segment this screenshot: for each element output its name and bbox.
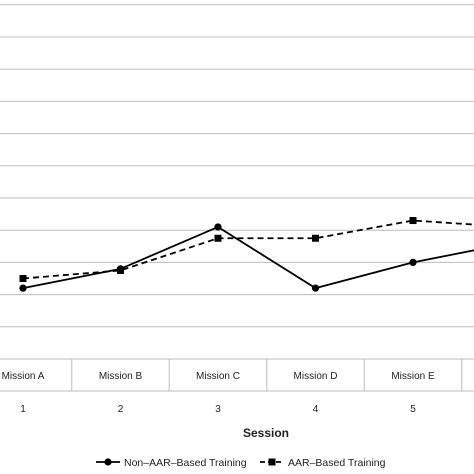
data-point [409, 217, 417, 225]
legend-item: Non–AAR–Based Training [96, 457, 247, 469]
data-point [214, 223, 222, 231]
series-line [22, 219, 474, 280]
x-tick-label: 1 [20, 404, 26, 415]
data-point [19, 275, 27, 282]
x-tick-label: 4 [313, 404, 319, 415]
legend-label: Non–AAR–Based Training [124, 457, 247, 469]
series-lines [19, 217, 474, 292]
x-tick-label: 5 [410, 404, 416, 415]
series-line [22, 225, 474, 290]
data-point [117, 266, 124, 274]
category-label: Mission C [196, 371, 240, 382]
x-tick-labels: 1 2 3 4 5 [20, 404, 416, 415]
legend-item: AAR–Based Training [260, 457, 386, 469]
category-label: Mission B [99, 371, 143, 382]
legend: Non–AAR–Based Training AAR–Based Training [96, 457, 386, 469]
legend-label: AAR–Based Training [288, 457, 386, 469]
category-labels: Mission A Mission B Mission C Mission D Miss… [2, 371, 435, 382]
data-point [311, 284, 320, 292]
series [19, 217, 474, 282]
category-label: Mission A [2, 371, 45, 382]
legend-marker [104, 458, 112, 466]
data-point [214, 234, 222, 242]
data-point [312, 234, 319, 242]
category-label: Mission E [391, 371, 435, 382]
data-point [409, 258, 417, 266]
x-tick-label: 2 [118, 404, 124, 415]
legend-marker [268, 458, 276, 466]
category-separators [0, 359, 474, 392]
x-tick-label: 3 [215, 404, 221, 415]
series [19, 223, 474, 292]
data-point [19, 284, 27, 292]
gridlines [0, 4, 474, 360]
x-axis-title: Session [243, 426, 289, 440]
category-label: Mission D [294, 371, 338, 382]
